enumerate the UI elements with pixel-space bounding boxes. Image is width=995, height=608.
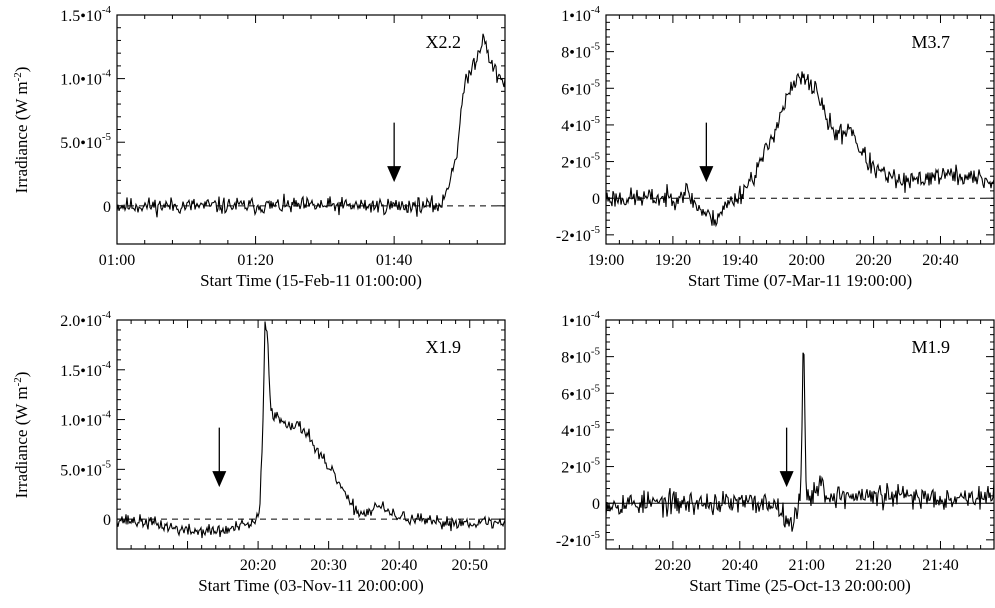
y-tick-label: 2•10-5	[561, 456, 600, 477]
x-tick-label: 20:30	[310, 557, 346, 574]
y-tick-label: 0	[103, 512, 111, 529]
x-tick-label: 21:00	[788, 557, 824, 574]
flare-class-label: X2.2	[426, 32, 462, 52]
y-tick-label: 0	[103, 199, 111, 216]
x-tick-label: 20:20	[240, 557, 276, 574]
y-tick-label: 8•10-5	[561, 41, 600, 62]
y-tick-label: 1.0•10-4	[60, 68, 111, 89]
onset-arrow-head	[779, 471, 794, 488]
y-tick-label: -2•10-5	[556, 529, 601, 550]
y-tick-label: 1.5•10-4	[60, 4, 111, 25]
x-tick-label: 01:00	[99, 252, 135, 269]
x-tick-label: 20:40	[722, 557, 758, 574]
y-tick-label: 6•10-5	[561, 77, 600, 98]
y-tick-label: 8•10-5	[561, 346, 600, 367]
flare-class-label: M3.7	[911, 32, 950, 52]
series-line	[117, 33, 505, 218]
series-line	[606, 352, 994, 532]
y-tick-label: 2•10-5	[561, 151, 600, 172]
onset-arrow-head	[699, 166, 714, 183]
y-tick-label: 4•10-5	[561, 114, 600, 135]
x-tick-label: 01:20	[237, 252, 273, 269]
x-tick-label: 20:20	[655, 557, 691, 574]
flare-class-label: X1.9	[426, 337, 462, 357]
y-tick-label: 1•10-4	[561, 4, 600, 25]
y-tick-label: 6•10-5	[561, 382, 600, 403]
x-tick-label: 21:20	[855, 557, 891, 574]
x-axis-label: Start Time (03-Nov-11 20:00:00)	[198, 576, 424, 595]
series-line	[606, 71, 994, 228]
series-line	[117, 321, 505, 539]
x-tick-label: 21:40	[922, 557, 958, 574]
x-tick-label: 20:20	[855, 252, 891, 269]
chart-panel-1: 0 5.0•10-5 1.0•10-4 1.5•10-4 01:00 01:20 01:40…	[60, 4, 506, 290]
y-tick-label: -2•10-5	[556, 224, 601, 245]
onset-arrow-head	[387, 166, 402, 183]
x-tick-label: 19:20	[655, 252, 691, 269]
x-tick-label: 19:40	[722, 252, 758, 269]
x-tick-label: 19:00	[588, 252, 624, 269]
y-tick-label: 5.0•10-5	[60, 131, 111, 152]
x-tick-label: 20:40	[922, 252, 958, 269]
flare-class-label: M1.9	[911, 337, 950, 357]
y-tick-label: 1•10-4	[561, 309, 600, 330]
y-tick-label: 0	[592, 496, 600, 513]
onset-arrow-head	[212, 471, 227, 488]
plot-frame	[605, 319, 995, 550]
y-tick-label: 1.0•10-4	[60, 409, 111, 430]
x-axis-label: Start Time (15-Feb-11 01:00:00)	[200, 271, 422, 290]
x-tick-label: 20:00	[788, 252, 824, 269]
y-tick-label: 0	[592, 191, 600, 208]
x-tick-label: 20:40	[381, 557, 417, 574]
y-tick-label: 4•10-5	[561, 419, 600, 440]
x-axis-label: Start Time (07-Mar-11 19:00:00)	[688, 271, 912, 290]
y-axis-label: Irradiance (W m-2)	[12, 372, 31, 499]
plot-frame	[605, 14, 995, 245]
y-tick-label: 5.0•10-5	[60, 458, 111, 479]
x-axis-label: Start Time (25-Oct-13 20:00:00)	[689, 576, 910, 595]
y-axis-label: Irradiance (W m-2)	[12, 67, 31, 194]
x-tick-label: 20:50	[452, 557, 488, 574]
chart-panel-4: -2•10-5 0 2•10-5 4•10-5 6•10-5 8•10-5 1•10-4 20…	[556, 309, 995, 595]
plot-frame	[116, 319, 506, 550]
y-tick-label: 1.5•10-4	[60, 359, 111, 380]
chart-panel-2: -2•10-5 0 2•10-5 4•10-5 6•10-5 8•10-5 1•10-4 19…	[556, 4, 995, 290]
x-tick-label: 01:40	[376, 252, 412, 269]
chart-panel-3: 0 5.0•10-5 1.0•10-4 1.5•10-4 2.0•10-4 20:20 20…	[60, 309, 506, 595]
y-tick-label: 2.0•10-4	[60, 309, 111, 330]
